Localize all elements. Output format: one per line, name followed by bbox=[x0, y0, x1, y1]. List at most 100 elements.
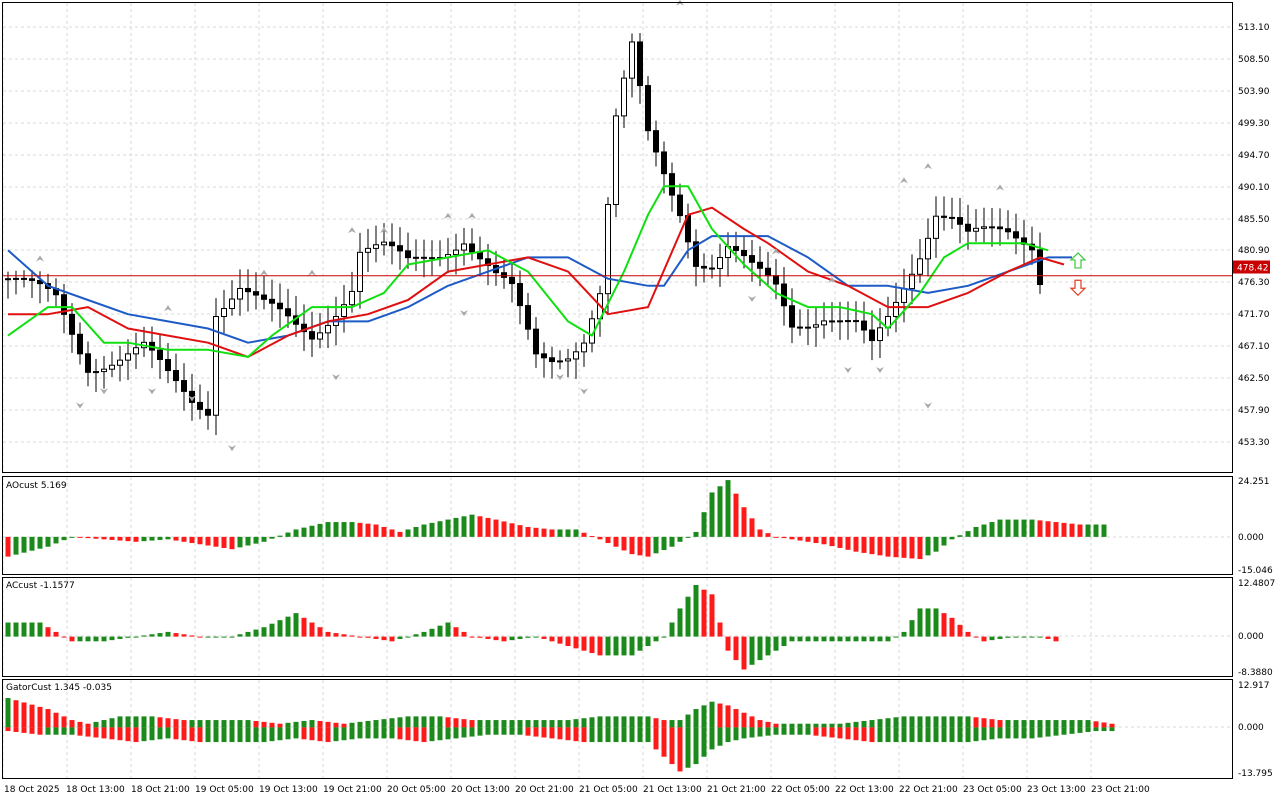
gator-upper-bar bbox=[61, 716, 67, 728]
bear-candle bbox=[949, 216, 955, 219]
gator-lower-bar bbox=[941, 727, 947, 743]
ao-histogram-bar bbox=[1045, 521, 1051, 537]
fractal-up-marker bbox=[260, 269, 268, 276]
gator-upper-bar bbox=[549, 720, 555, 728]
ao-axis-label: 24.251 bbox=[1238, 477, 1270, 487]
gator-lower-bar bbox=[101, 727, 107, 739]
ac-histogram-bar bbox=[541, 636, 547, 639]
gator-lower-bar bbox=[525, 727, 531, 736]
ac-histogram-bar bbox=[685, 596, 691, 637]
gator-lower-bar bbox=[1021, 727, 1027, 739]
ac-histogram-bar bbox=[301, 617, 307, 637]
gator-lower-bar bbox=[469, 727, 475, 737]
gator-upper-bar bbox=[541, 720, 547, 728]
ao-histogram-bar bbox=[757, 529, 763, 537]
gator-lower-bar bbox=[813, 727, 819, 736]
bear-candle bbox=[693, 241, 699, 267]
ac-histogram-bar bbox=[53, 631, 59, 637]
ac-histogram-bar bbox=[661, 636, 667, 638]
ao-histogram-bar bbox=[565, 529, 571, 537]
gator-upper-bar bbox=[325, 721, 331, 728]
gator-lower-bar bbox=[77, 727, 83, 736]
ao-histogram-bar bbox=[597, 536, 603, 540]
gator-upper-bar bbox=[189, 720, 195, 728]
gator-lower-bar bbox=[909, 727, 915, 743]
ao-histogram-bar bbox=[181, 536, 187, 542]
bull-candle bbox=[125, 353, 131, 361]
bear-candle bbox=[653, 130, 659, 153]
time-tick-label: 21 Oct 13:00 bbox=[643, 785, 702, 795]
ao-histogram-bar bbox=[1021, 519, 1027, 537]
gator-upper-bar bbox=[133, 716, 139, 728]
gator-upper-bar bbox=[741, 712, 747, 728]
gator-upper-bar bbox=[581, 718, 587, 728]
ac-histogram-bar bbox=[997, 636, 1003, 639]
bear-candle bbox=[757, 261, 763, 269]
gator-upper-bar bbox=[413, 716, 419, 728]
gator-upper-bar bbox=[1093, 721, 1099, 728]
gator-lower-bar bbox=[773, 727, 779, 735]
fractal-up-marker bbox=[828, 276, 836, 283]
ac-histogram-bar bbox=[613, 636, 619, 656]
gator-lower-bar bbox=[461, 727, 467, 738]
gator-upper-bar bbox=[629, 716, 635, 728]
ao-histogram-bar bbox=[301, 527, 307, 537]
gator-upper-bar bbox=[381, 719, 387, 728]
fractal-down-marker bbox=[924, 402, 932, 409]
gator-lower-bar bbox=[437, 727, 443, 741]
ac-histogram-bar bbox=[645, 636, 651, 647]
panel-frame bbox=[2, 2, 1233, 473]
gator-lower-bar bbox=[933, 727, 939, 743]
gator-lower-bar bbox=[309, 727, 315, 741]
gator-lower-bar bbox=[165, 727, 171, 739]
bull-candle bbox=[373, 244, 379, 249]
ao-histogram-bar bbox=[325, 522, 331, 537]
ac-histogram-bar bbox=[133, 636, 139, 638]
ac-histogram-bar bbox=[1037, 636, 1043, 638]
ac-histogram-bar bbox=[149, 634, 155, 637]
ac-histogram-bar bbox=[805, 636, 811, 642]
ao-histogram-bar bbox=[941, 536, 947, 546]
gator-lower-bar bbox=[485, 727, 491, 735]
bear-candle bbox=[309, 331, 315, 340]
gator-upper-bar bbox=[645, 716, 651, 728]
fractal-up-marker bbox=[36, 255, 44, 262]
ao-histogram-bar bbox=[93, 536, 99, 539]
gator-lower-bar bbox=[293, 727, 299, 739]
gator-upper-bar bbox=[469, 720, 475, 728]
ac-histogram-bar bbox=[197, 636, 203, 638]
ao-histogram-bar bbox=[373, 524, 379, 537]
ao-histogram-bar bbox=[125, 536, 131, 542]
gator-lower-bar bbox=[125, 727, 131, 742]
gator-lower-bar bbox=[789, 727, 795, 735]
ao-histogram-bar bbox=[973, 526, 979, 537]
ac-histogram-bar bbox=[669, 622, 675, 637]
gator-upper-bar bbox=[205, 720, 211, 728]
ac-histogram-bar bbox=[453, 627, 459, 637]
bear-candle bbox=[957, 217, 963, 225]
ac-histogram-bar bbox=[477, 636, 483, 638]
bear-candle bbox=[245, 287, 251, 293]
ao-histogram-bar bbox=[13, 536, 19, 555]
ao-histogram-bar bbox=[533, 527, 539, 537]
gator-lower-bar bbox=[277, 727, 283, 741]
candlestick-series bbox=[5, 33, 1043, 436]
ao-histogram-bar bbox=[509, 523, 515, 537]
gator-upper-bar bbox=[989, 719, 995, 728]
price-tick-label: 480.90 bbox=[1238, 246, 1270, 256]
gator-upper-bar bbox=[1077, 720, 1083, 728]
ac-histogram-bar bbox=[165, 631, 171, 637]
gator-upper-bar bbox=[109, 718, 115, 728]
gator-lower-bar bbox=[1069, 727, 1075, 734]
ac-histogram-bar bbox=[973, 636, 979, 638]
gator-lower-bar bbox=[613, 727, 619, 743]
ao-histogram-bar bbox=[317, 523, 323, 537]
ac-histogram-bar bbox=[741, 636, 747, 670]
bull-candle bbox=[629, 41, 635, 79]
gator-lower-bar bbox=[373, 727, 379, 739]
ao-histogram-bar bbox=[1053, 522, 1059, 537]
gator-lower-bar bbox=[757, 727, 763, 737]
bull-candle bbox=[973, 227, 979, 232]
gator-upper-bar bbox=[509, 720, 515, 728]
